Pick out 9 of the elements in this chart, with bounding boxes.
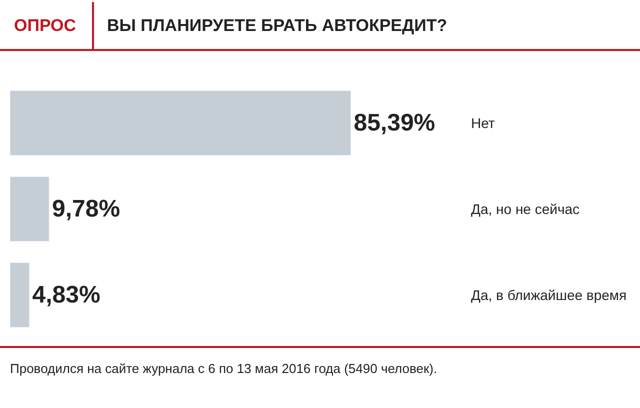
text: Проводился на сайте журнала с 6 по 13 мая 2016 года (5490 человек).: [10, 361, 438, 376]
data-label: 4,83%: [32, 282, 100, 308]
chart-subtitle: ОПРОС: [14, 16, 76, 35]
y-tick-label: Да, в ближайшее время: [471, 286, 627, 303]
y-tick-label: Да, но не сейчас: [471, 200, 580, 217]
y-tick-label: Нет: [471, 114, 496, 131]
data-label: 85,39%: [354, 110, 436, 136]
chart-title: ВЫ ПЛАНИРУЕТЕ БРАТЬ АВТОКРЕДИТ?: [107, 16, 448, 35]
data-label: 9,78%: [52, 196, 120, 222]
